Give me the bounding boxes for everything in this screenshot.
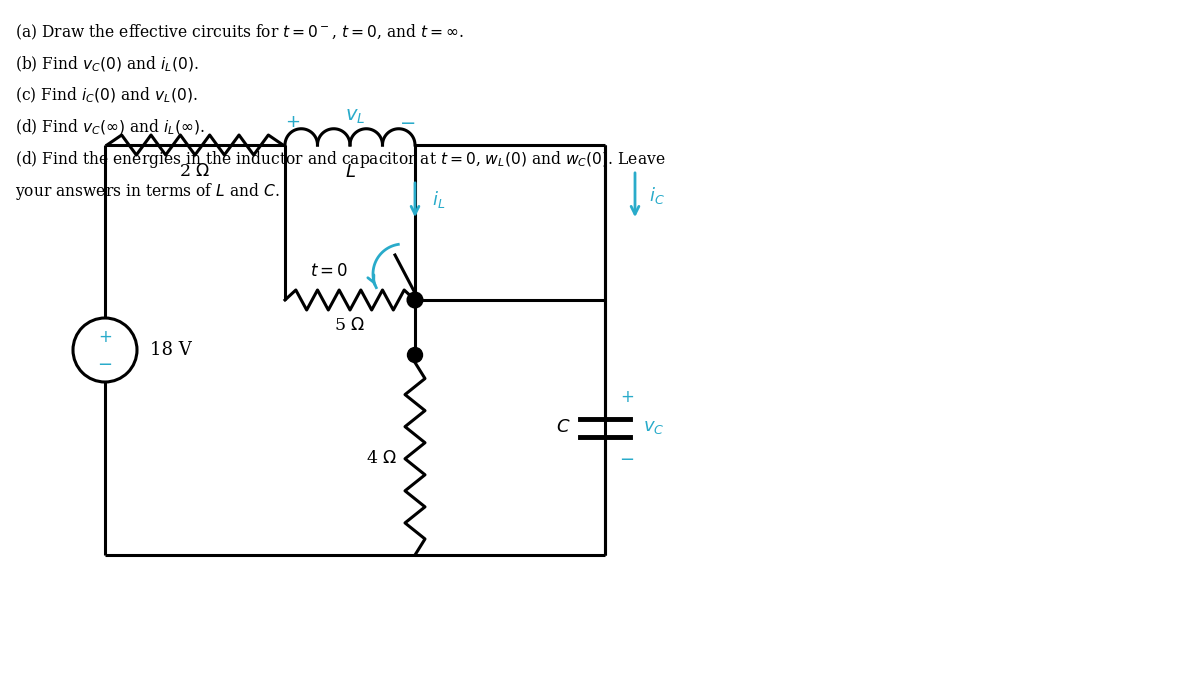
Text: $-$: $-$ — [619, 448, 635, 466]
Text: $+$: $+$ — [286, 113, 300, 131]
Text: 18 V: 18 V — [150, 341, 192, 359]
Text: $L$: $L$ — [344, 163, 355, 181]
Text: $-$: $-$ — [398, 113, 415, 132]
Text: (d) Find the energies in the inductor and capacitor at $t = 0$, $w_L(0)$ and $w_: (d) Find the energies in the inductor an… — [14, 149, 666, 170]
Text: 5 $\Omega$: 5 $\Omega$ — [335, 317, 366, 334]
Circle shape — [408, 293, 422, 307]
Text: (b) Find $v_C(0)$ and $i_L(0)$.: (b) Find $v_C(0)$ and $i_L(0)$. — [14, 55, 199, 74]
Text: $-$: $-$ — [97, 354, 113, 372]
Text: $C$: $C$ — [556, 418, 570, 437]
Text: 4 $\Omega$: 4 $\Omega$ — [366, 450, 397, 467]
Text: 2 $\Omega$: 2 $\Omega$ — [179, 163, 211, 180]
Text: $+$: $+$ — [98, 329, 112, 346]
Circle shape — [408, 348, 422, 362]
Text: $i_C$: $i_C$ — [649, 184, 665, 205]
Text: (d) Find $v_C(\infty)$ and $i_L(\infty)$.: (d) Find $v_C(\infty)$ and $i_L(\infty)$… — [14, 117, 205, 137]
Text: $t = 0$: $t = 0$ — [310, 263, 348, 281]
Text: $+$: $+$ — [620, 389, 634, 406]
Text: $v_C$: $v_C$ — [643, 418, 665, 437]
Text: (a) Draw the effective circuits for $t = 0^-$, $t = 0$, and $t = \infty$.: (a) Draw the effective circuits for $t =… — [14, 23, 463, 43]
Text: (c) Find $i_C(0)$ and $v_L(0)$.: (c) Find $i_C(0)$ and $v_L(0)$. — [14, 86, 198, 105]
Text: $v_L$: $v_L$ — [344, 108, 365, 126]
Text: $i_L$: $i_L$ — [432, 190, 445, 211]
Text: your answers in terms of $L$ and $C$.: your answers in terms of $L$ and $C$. — [14, 180, 280, 202]
